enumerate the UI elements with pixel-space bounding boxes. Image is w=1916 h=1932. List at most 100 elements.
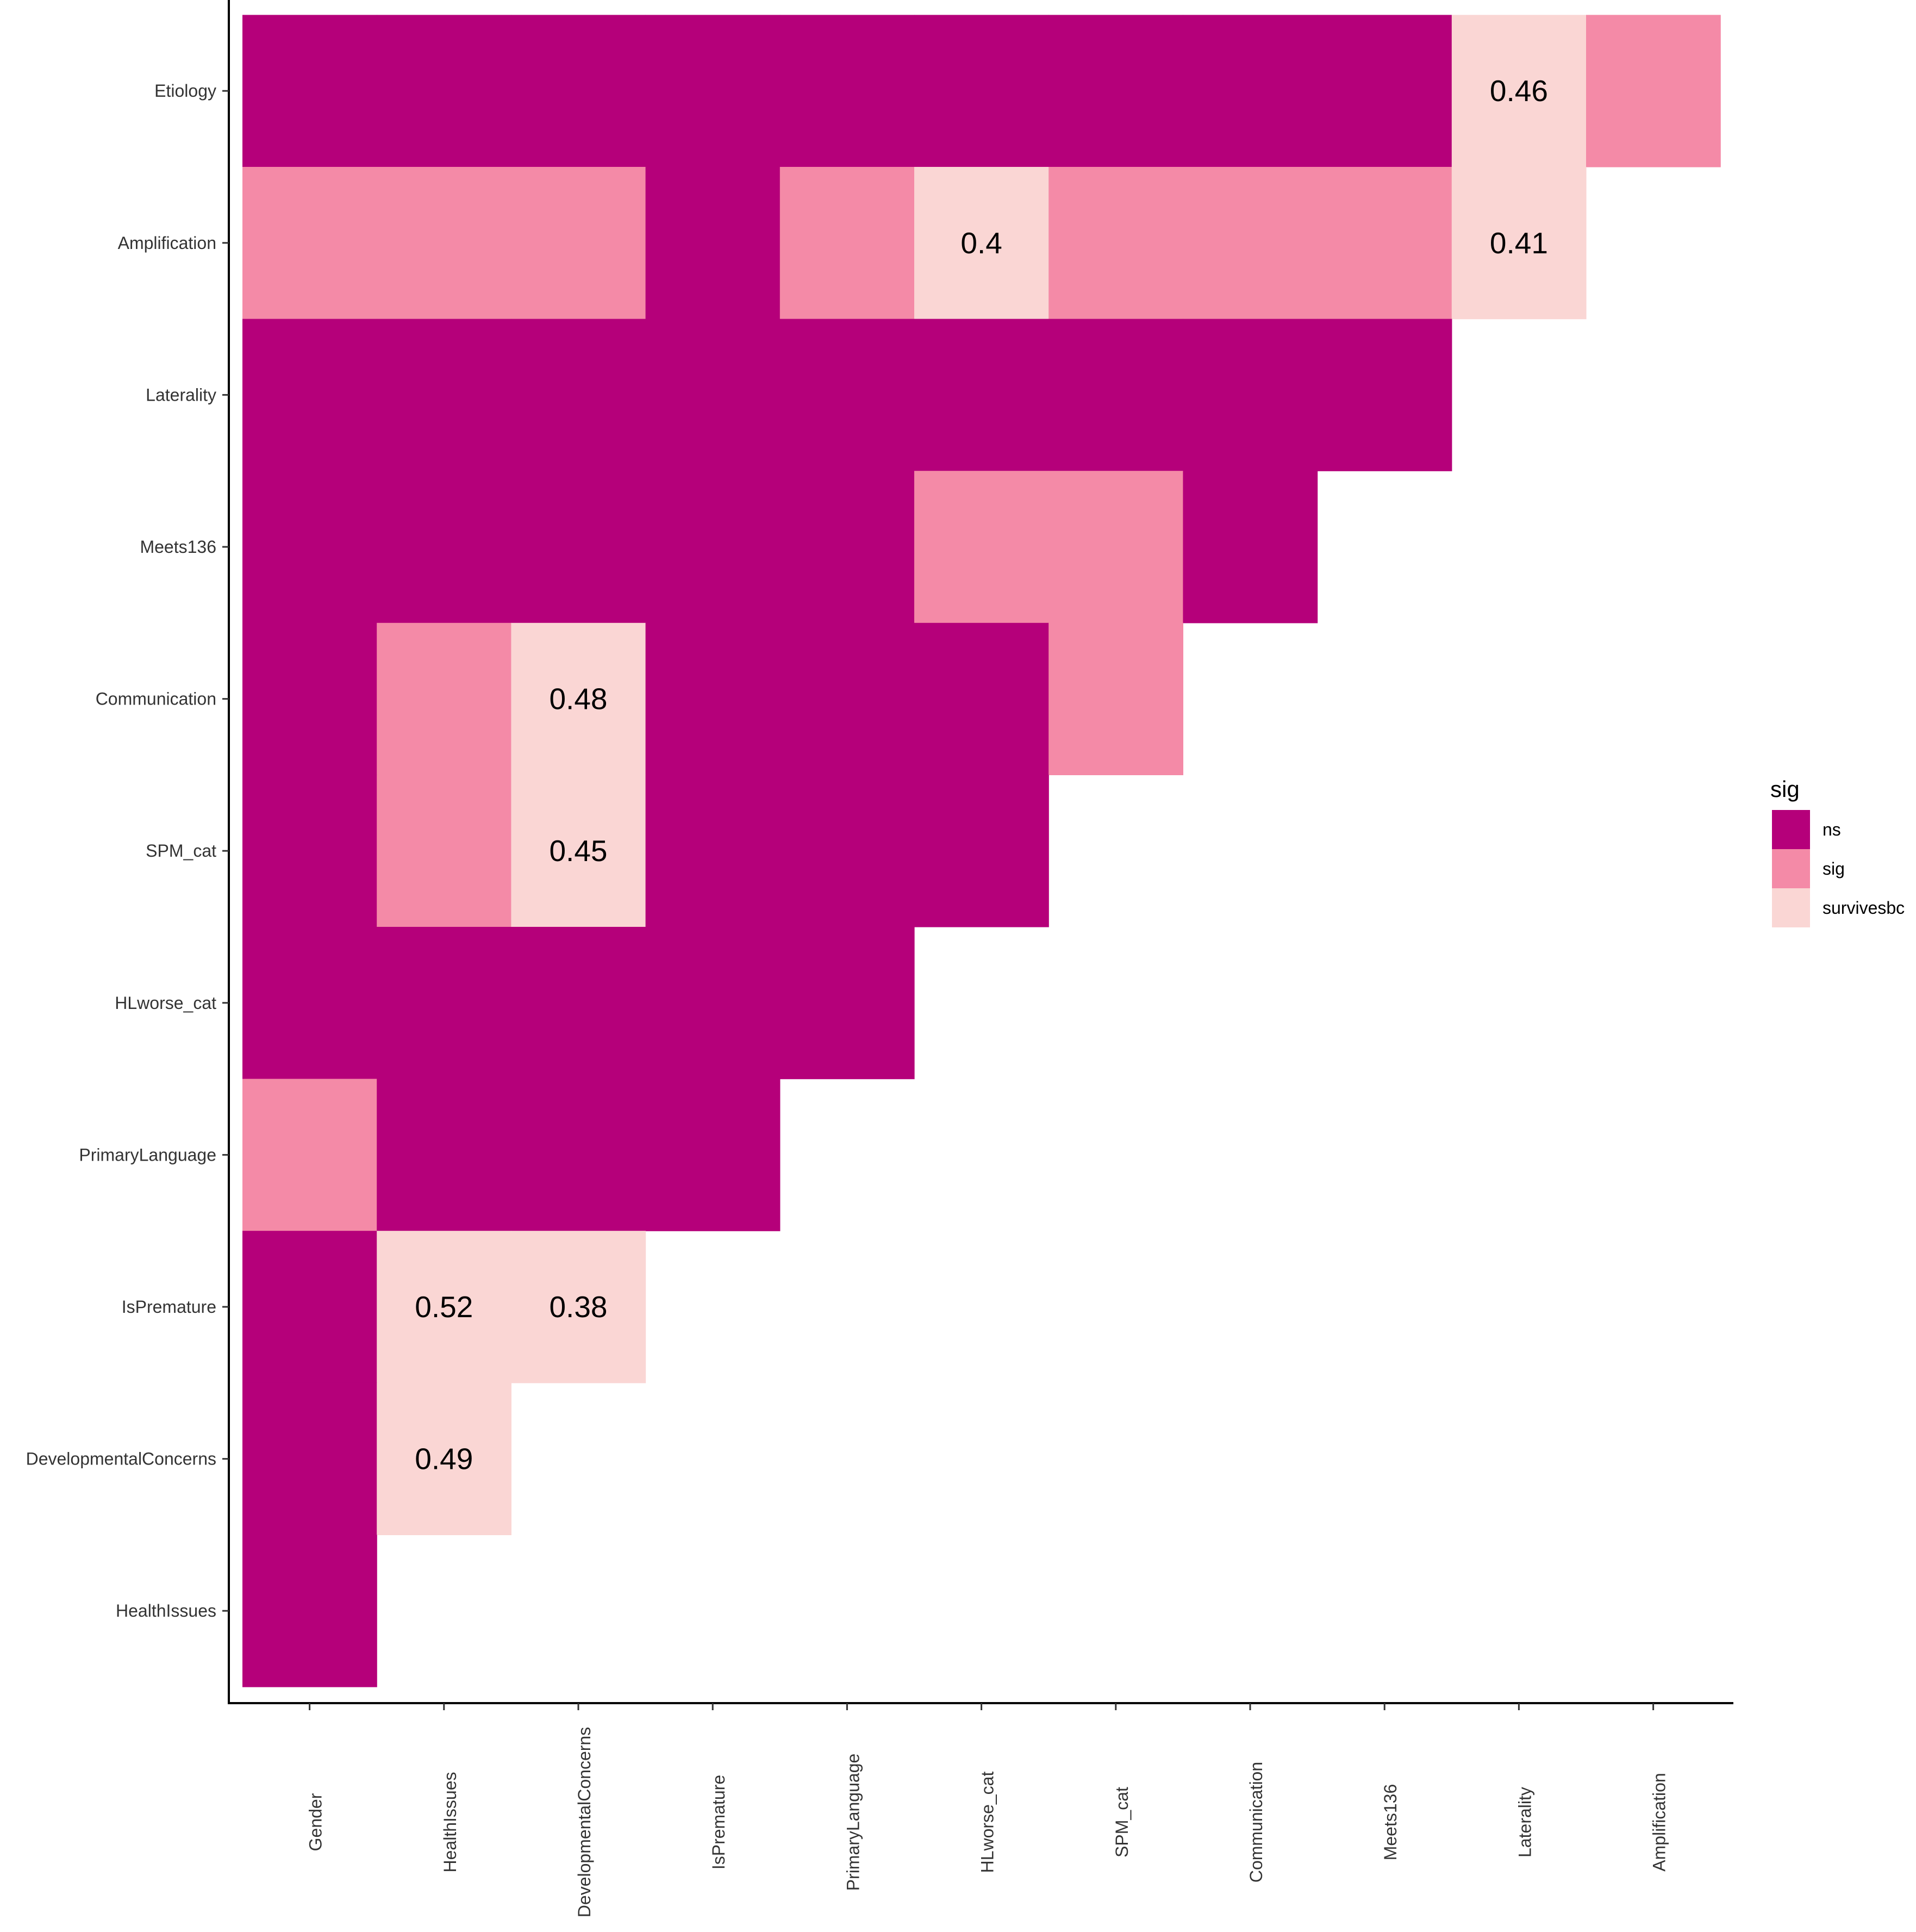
heatmap-cell (242, 1079, 377, 1231)
x-tick-label: Meets136 (1381, 1784, 1400, 1861)
heatmap-cell (242, 471, 377, 624)
y-tick-label: Amplification (118, 233, 216, 253)
legend-swatch (1772, 849, 1810, 888)
y-tick-label: Communication (96, 689, 216, 709)
x-tick-label: SPM_cat (1112, 1787, 1132, 1858)
heatmap-cells (242, 15, 1721, 1687)
x-tick-label: HLworse_cat (978, 1772, 997, 1873)
cell-value-label: 0.4 (960, 226, 1002, 260)
heatmap-cell (1586, 15, 1721, 167)
heatmap-cell (242, 15, 377, 167)
heatmap-cell (511, 471, 646, 624)
heatmap-cell (645, 319, 781, 471)
heatmap-cell (511, 1231, 646, 1383)
legend: sig ns sig survivesbc (1770, 776, 1905, 927)
heatmap-cell (242, 1382, 377, 1535)
heatmap-cell (242, 1231, 377, 1383)
x-tick-label: DevelopmentalConcerns (575, 1727, 594, 1917)
heatmap-cell (377, 1382, 511, 1535)
heatmap-cell (779, 775, 915, 927)
y-tick-label: SPM_cat (146, 841, 216, 861)
y-tick-label: IsPremature (122, 1297, 216, 1317)
heatmap-cell (377, 167, 511, 320)
heatmap-cell (1317, 167, 1452, 320)
heatmap-cell (511, 1079, 646, 1231)
cell-value-label: 0.49 (415, 1442, 473, 1476)
heatmap-cell (511, 927, 646, 1080)
legend-title: sig (1770, 776, 1800, 802)
heatmap-cell (914, 319, 1049, 471)
heatmap-cell (914, 471, 1049, 624)
heatmap-cell (645, 775, 781, 927)
legend-swatch (1772, 810, 1810, 849)
legend-label: survivesbc (1823, 898, 1905, 918)
heatmap-cell (645, 167, 781, 320)
heatmap-cell (645, 15, 781, 167)
heatmap-cell (914, 167, 1049, 320)
heatmap-cell (1317, 319, 1452, 471)
heatmap-cell (914, 15, 1049, 167)
y-tick-label: Meets136 (140, 537, 216, 557)
heatmap-cell (377, 1231, 511, 1383)
heatmap-cell (242, 319, 377, 471)
legend-swatch (1772, 888, 1810, 927)
heatmap-cell (1183, 167, 1318, 320)
x-tick-label: PrimaryLanguage (843, 1754, 863, 1891)
cell-value-label: 0.38 (549, 1290, 607, 1324)
heatmap-cell (779, 471, 915, 624)
heatmap-cell (242, 1535, 377, 1687)
heatmap-cell (1049, 471, 1183, 624)
heatmap-cell (242, 927, 377, 1080)
heatmap-cell (511, 622, 646, 775)
heatmap-cell (779, 167, 915, 320)
heatmap-cell (645, 471, 781, 624)
cell-value-label: 0.46 (1490, 74, 1548, 108)
x-tick-label: HealthIssues (440, 1772, 460, 1873)
heatmap-cell (1049, 167, 1183, 320)
x-tick-label: Laterality (1515, 1787, 1534, 1858)
heatmap-cell (242, 167, 377, 320)
heatmap-cell (377, 622, 511, 775)
heatmap-cell (1451, 15, 1587, 167)
heatmap-cell (377, 775, 511, 927)
y-axis-ticks: HealthIssues DevelopmentalConcerns IsPrema… (26, 81, 229, 1621)
heatmap-cell (1183, 471, 1318, 624)
heatmap-cell (511, 167, 646, 320)
heatmap-cell (645, 927, 781, 1080)
y-tick-label: Laterality (146, 385, 216, 404)
heatmap-cell (779, 622, 915, 775)
x-tick-label: Gender (306, 1793, 326, 1851)
heatmap-cell (779, 15, 915, 167)
cell-value-label: 0.48 (549, 682, 607, 716)
x-tick-label: IsPremature (709, 1775, 728, 1869)
y-tick-label: Etiology (154, 81, 216, 101)
x-tick-label: Amplification (1650, 1773, 1669, 1871)
heatmap-cell (779, 927, 915, 1080)
y-tick-label: PrimaryLanguage (79, 1145, 216, 1164)
cell-value-label: 0.41 (1490, 226, 1548, 260)
heatmap-cell (645, 1079, 781, 1231)
heatmap-cell (1317, 15, 1452, 167)
heatmap-cell (1049, 319, 1183, 471)
heatmap-cell (1183, 15, 1318, 167)
heatmap-cell-labels: 0.46 0.4 0.41 0.48 0.45 0.52 0.38 0.49 (415, 74, 1548, 1475)
heatmap-cell (377, 1079, 511, 1231)
y-tick-label: HLworse_cat (115, 993, 216, 1013)
heatmap-cell (1049, 622, 1183, 775)
heatmap-cell (242, 622, 377, 775)
heatmap-cell (377, 15, 511, 167)
y-tick-label: DevelopmentalConcerns (26, 1449, 216, 1469)
cell-value-label: 0.52 (415, 1290, 473, 1324)
heatmap-cell (511, 775, 646, 927)
heatmap-cell (511, 319, 646, 471)
y-tick-label: HealthIssues (116, 1601, 216, 1621)
heatmap-cell (511, 15, 646, 167)
heatmap-cell (377, 927, 511, 1080)
heatmap-cell (779, 319, 915, 471)
x-tick-label: Communication (1246, 1762, 1266, 1883)
heatmap-cell (1183, 319, 1318, 471)
heatmap-cell (914, 622, 1049, 775)
legend-label: sig (1823, 859, 1845, 878)
heatmap-cell (914, 775, 1049, 927)
